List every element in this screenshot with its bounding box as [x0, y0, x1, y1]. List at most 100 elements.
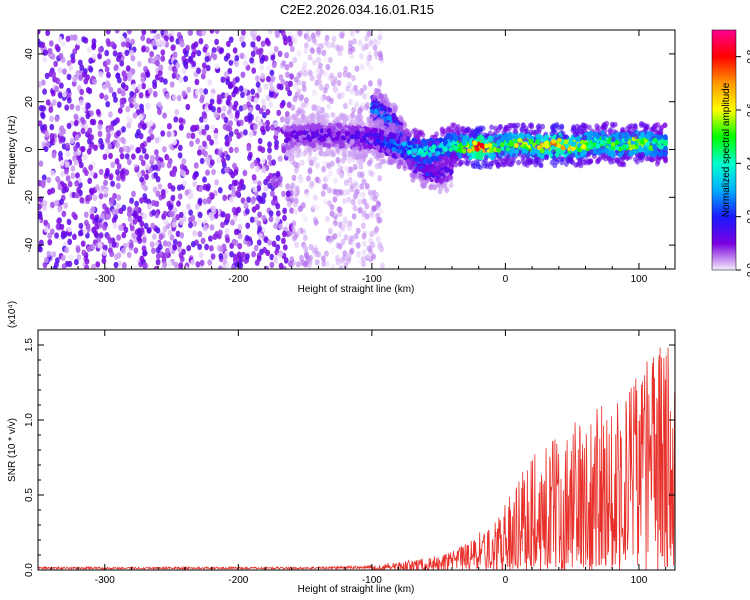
noise-point	[241, 30, 246, 36]
noise-point	[50, 187, 56, 194]
noise-point	[308, 182, 314, 189]
noise-point	[137, 237, 143, 244]
noise-point	[305, 30, 311, 35]
noise-point	[257, 225, 263, 232]
noise-point	[125, 65, 131, 72]
noise-point	[202, 140, 207, 147]
noise-point	[105, 127, 111, 134]
noise-point	[152, 91, 158, 98]
noise-point	[69, 103, 75, 110]
noise-point	[150, 222, 156, 230]
noise-point	[138, 132, 144, 140]
noise-point	[371, 205, 376, 212]
noise-point	[80, 145, 86, 153]
noise-point	[132, 210, 138, 217]
noise-point	[160, 49, 166, 56]
noise-point	[377, 241, 383, 249]
noise-point	[278, 74, 284, 81]
noise-point	[146, 37, 152, 44]
noise-point	[171, 221, 177, 228]
noise-point	[75, 246, 81, 254]
noise-point	[287, 89, 292, 97]
noise-point	[56, 101, 62, 108]
noise-point	[157, 108, 162, 116]
noise-point	[301, 65, 307, 72]
noise-point	[289, 196, 295, 203]
noise-point	[114, 64, 119, 71]
noise-point	[102, 224, 107, 231]
noise-point	[205, 64, 211, 72]
noise-point	[41, 105, 46, 112]
noise-point	[236, 251, 242, 258]
noise-point	[353, 189, 359, 196]
noise-point	[40, 124, 45, 132]
noise-point	[282, 244, 288, 251]
noise-point	[233, 239, 239, 246]
noise-point	[98, 200, 103, 207]
noise-point	[104, 66, 110, 73]
noise-point	[314, 69, 319, 76]
noise-point	[188, 221, 193, 229]
noise-point	[366, 245, 372, 252]
noise-point	[348, 98, 353, 106]
noise-point	[246, 240, 252, 247]
noise-point	[304, 192, 310, 199]
noise-point	[134, 263, 139, 269]
noise-point	[228, 81, 234, 89]
noise-point	[362, 240, 367, 248]
noise-point	[303, 216, 309, 223]
noise-point	[50, 201, 55, 208]
noise-point	[270, 124, 275, 131]
noise-point	[329, 72, 335, 79]
noise-point	[316, 73, 322, 80]
noise-point	[324, 34, 330, 42]
noise-point	[369, 230, 374, 238]
noise-point	[296, 88, 302, 95]
noise-point	[156, 160, 162, 167]
noise-point	[102, 244, 108, 252]
noise-point	[65, 142, 70, 149]
noise-point	[162, 146, 167, 153]
noise-point	[364, 43, 369, 50]
noise-point	[106, 71, 111, 79]
noise-point	[298, 205, 303, 212]
noise-point	[334, 87, 339, 94]
noise-point	[377, 81, 382, 88]
noise-point	[103, 94, 109, 101]
noise-point	[207, 259, 213, 266]
noise-point	[220, 92, 226, 99]
noise-point	[64, 104, 70, 111]
noise-point	[196, 49, 202, 57]
noise-point	[346, 196, 352, 203]
noise-point	[83, 211, 89, 218]
noise-point	[231, 91, 237, 98]
noise-point	[133, 247, 139, 254]
noise-point	[378, 208, 384, 215]
noise-point	[97, 123, 103, 131]
noise-point	[48, 40, 54, 47]
noise-point	[330, 41, 336, 49]
noise-point	[107, 143, 113, 150]
noise-point	[319, 96, 325, 103]
noise-point	[57, 67, 63, 74]
ridge-mid-point	[382, 105, 387, 111]
noise-point	[105, 167, 110, 175]
noise-point	[322, 160, 327, 167]
noise-point	[337, 71, 342, 79]
noise-point	[170, 194, 176, 202]
noise-point	[56, 218, 61, 225]
noise-point	[293, 82, 298, 90]
noise-point	[246, 145, 252, 152]
noise-point	[195, 261, 201, 268]
noise-point	[196, 219, 202, 226]
noise-point	[163, 30, 169, 37]
noise-point	[74, 180, 80, 187]
noise-point	[213, 111, 219, 118]
noise-point	[237, 243, 243, 250]
noise-point	[329, 210, 335, 217]
noise-point	[374, 162, 380, 170]
noise-point	[299, 176, 304, 184]
noise-point	[117, 87, 122, 95]
noise-point	[278, 250, 284, 257]
noise-point	[201, 128, 207, 136]
